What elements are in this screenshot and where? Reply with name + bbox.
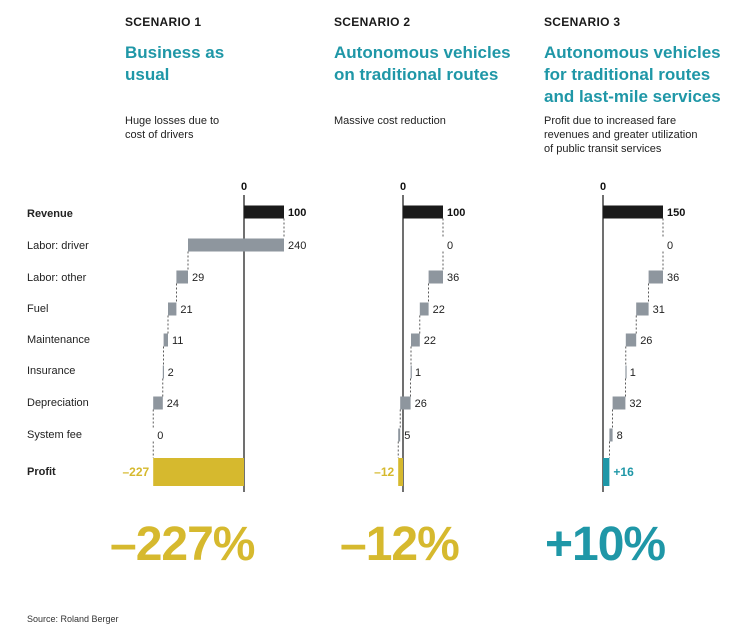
row-label-labor-driver: Labor: driver [27,240,89,252]
profit-bar [603,458,610,486]
cost-bar [153,396,163,410]
scenario-3-desc-line: Profit due to increased fare [544,115,677,127]
row-label-revenue: Revenue [27,208,73,220]
cost-bar [648,270,663,284]
source-note: Source: Roland Berger [27,614,119,624]
cost-bar [162,365,164,379]
cost-value-label: 5 [404,430,410,442]
row-label-profit: Profit [27,466,56,478]
cost-value-label: 36 [447,272,459,284]
revenue-bar [403,205,443,219]
revenue-value-label: 100 [288,207,306,219]
profit-value-label: –12 [374,465,394,479]
scenario-1-desc-line: cost of drivers [125,129,194,141]
cost-bar [398,428,401,442]
cost-value-label: 26 [640,335,652,347]
scenario-1-title-line: Business as [125,43,225,62]
zero-tick-label: 0 [241,181,247,193]
cost-bar [411,333,420,347]
scenario-1-big-percentage: –227% [110,518,255,571]
scenario-3-description: Profit due to increased fare revenues an… [544,114,724,156]
cost-bar [188,238,284,252]
scenario-1-desc-line: Huge losses due to [125,115,220,127]
profit-bar [153,458,244,486]
scenario-3-title-line: for traditional routes [544,65,711,84]
zero-tick-label: 0 [400,181,406,193]
scenario-3-title-line: Autonomous vehicles [544,43,721,62]
scenario-3-title-line: and last-mile services [544,87,721,106]
scenario-3-desc-line: of public transit services [544,143,662,155]
scenario-2-tag: SCENARIO 2 [334,15,411,29]
scenario-3-title: Autonomous vehicles for traditional rout… [544,42,730,108]
scenario-3-big-percentage: +10% [545,518,666,571]
cost-value-label: 0 [157,430,163,442]
row-label-maintenance: Maintenance [27,334,90,346]
scenario-2-big-percentage: –12% [340,518,460,571]
row-label-insurance: Insurance [27,365,76,377]
scenario-2-title-line: on traditional routes [334,65,499,84]
cost-value-label: 11 [172,335,183,347]
cost-value-label: 36 [667,272,679,284]
cost-value-label: 22 [424,335,436,347]
revenue-value-label: 150 [667,207,685,219]
waterfall-charts: 01002402921112240–227010003622221265–120… [122,181,685,492]
cost-value-label: 0 [447,240,453,252]
cost-value-label: 22 [433,304,445,316]
cost-value-label: 21 [180,304,192,316]
profit-value-label: +16 [613,465,634,479]
scenario-1-tag: SCENARIO 1 [125,15,202,29]
cost-bar [419,302,429,316]
scenario-3-tag: SCENARIO 3 [544,15,621,29]
row-label-fuel: Fuel [27,303,49,315]
row-label-depreciation: Depreciation [27,397,89,409]
row-label-system-fee: System fee [27,429,83,441]
cost-bar [636,302,649,316]
cost-value-label: 1 [415,367,421,379]
zero-tick-label: 0 [600,181,606,193]
cost-value-label: 32 [629,398,641,410]
cost-value-label: 1 [630,367,636,379]
cost-value-label: 24 [167,398,179,410]
cost-value-label: 29 [192,272,204,284]
scenario-2-desc-line: Massive cost reduction [334,115,446,127]
cost-bar [163,333,168,347]
cost-value-label: 2 [168,367,174,379]
cost-bar [625,365,627,379]
row-label-labor-other: Labor: other [27,272,87,284]
cost-value-label: 0 [667,240,673,252]
scenario-1-description: Huge losses due to cost of drivers [125,114,305,142]
cost-value-label: 26 [415,398,427,410]
revenue-value-label: 100 [447,207,465,219]
cost-bar [400,396,411,410]
scenario-3-desc-line: revenues and greater utilization [544,129,698,141]
cost-bar [168,302,177,316]
scenario-1-title: Business as usual [125,42,315,86]
scenario-1-title-line: usual [125,65,170,84]
cost-value-label: 8 [617,430,623,442]
cost-bar [612,396,626,410]
cost-bar [410,365,412,379]
revenue-bar [603,205,663,219]
cost-value-label: 31 [653,304,665,316]
cost-bar [428,270,443,284]
scenario-2-title: Autonomous vehicles on traditional route… [334,42,524,86]
scenario-2-title-line: Autonomous vehicles [334,43,511,62]
cost-bar [625,333,637,347]
profit-value-label: –227 [122,465,149,479]
cost-bar [609,428,613,442]
cost-value-label: 240 [288,240,306,252]
scenario-2-description: Massive cost reduction [334,114,514,128]
cost-bar [176,270,188,284]
profit-bar [398,458,403,486]
revenue-bar [244,205,284,219]
